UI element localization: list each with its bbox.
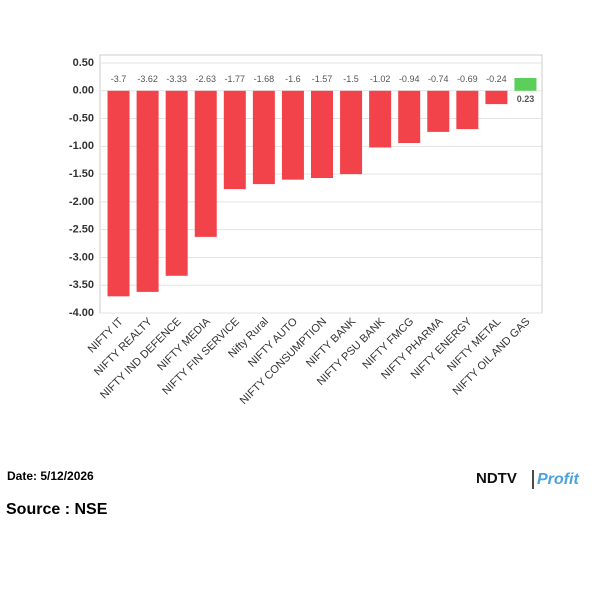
bar bbox=[427, 90, 450, 132]
bar bbox=[194, 90, 217, 237]
y-tick-label: -4.00 bbox=[69, 307, 94, 319]
y-tick-label: 0.00 bbox=[73, 85, 94, 97]
value-label: -1.6 bbox=[285, 74, 301, 84]
bar bbox=[107, 90, 130, 297]
value-label: -1.5 bbox=[343, 74, 359, 84]
logo-left: NDTV bbox=[476, 470, 517, 487]
bar bbox=[165, 90, 188, 276]
bar bbox=[223, 90, 246, 190]
value-label: 0.23 bbox=[517, 94, 535, 104]
value-label: -1.02 bbox=[370, 74, 391, 84]
logo-right: Profit bbox=[537, 471, 579, 488]
bar bbox=[281, 90, 304, 180]
bar bbox=[340, 90, 363, 175]
bar bbox=[456, 90, 479, 130]
bar bbox=[369, 90, 392, 148]
bar bbox=[398, 90, 421, 143]
bar bbox=[136, 90, 159, 292]
y-tick-label: -3.50 bbox=[69, 279, 94, 291]
value-label: -0.94 bbox=[399, 74, 420, 84]
date: Date: 5/12/2026 bbox=[7, 469, 94, 483]
y-tick-label: -2.50 bbox=[69, 224, 94, 236]
value-label: -0.74 bbox=[428, 74, 449, 84]
bar bbox=[485, 90, 508, 105]
value-label: -0.24 bbox=[486, 74, 507, 84]
value-label: -1.77 bbox=[225, 74, 246, 84]
y-tick-label: -1.50 bbox=[69, 168, 94, 180]
y-tick-label: -2.00 bbox=[69, 196, 94, 208]
bar bbox=[311, 90, 333, 178]
value-label: -2.63 bbox=[195, 74, 216, 84]
y-tick-label: -3.00 bbox=[69, 251, 94, 263]
y-tick-label: -0.50 bbox=[69, 112, 94, 124]
y-tick-label: 0.50 bbox=[73, 57, 94, 69]
value-label: -1.68 bbox=[254, 74, 275, 84]
value-label: -3.62 bbox=[137, 74, 158, 84]
value-label: -3.33 bbox=[166, 74, 187, 84]
y-tick-label: -1.00 bbox=[69, 140, 94, 152]
value-label: -1.57 bbox=[312, 74, 333, 84]
source: Source : NSE bbox=[6, 501, 108, 518]
bar bbox=[514, 78, 537, 91]
value-label: -0.69 bbox=[457, 74, 478, 84]
bar bbox=[252, 90, 275, 185]
value-label: -3.7 bbox=[111, 74, 127, 84]
